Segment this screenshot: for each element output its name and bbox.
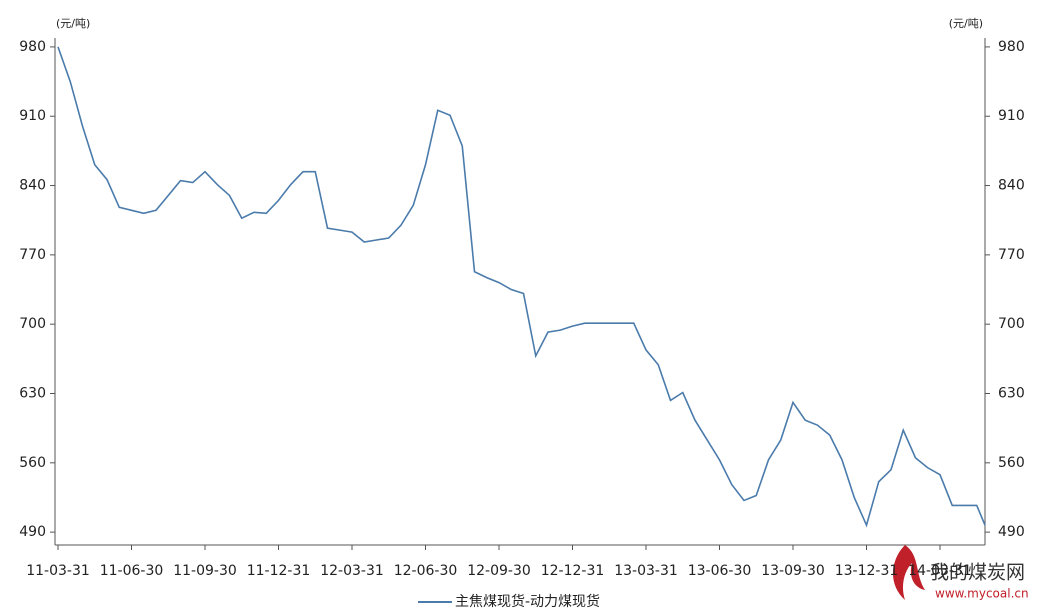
x-tick-label: 11-03-31: [26, 563, 90, 579]
x-tick-label: 11-12-31: [247, 563, 311, 579]
y-tick-label: 560: [19, 455, 46, 471]
x-tick-label: 14-03-31: [908, 563, 972, 579]
y-tick-label: 910: [19, 108, 46, 124]
x-tick-label: 13-03-31: [614, 563, 678, 579]
y2-tick-label: 910: [998, 108, 1025, 124]
y2-tick-label: 560: [998, 455, 1025, 471]
x-tick-label: 12-06-30: [394, 563, 458, 579]
y2-tick-label: 980: [998, 39, 1025, 55]
y2-axis-label: (元/吨): [949, 17, 983, 30]
y2-tick-label: 630: [998, 385, 1025, 401]
x-tick-label: 12-09-30: [467, 563, 531, 579]
y-tick-label: 630: [19, 385, 46, 401]
x-tick-label: 12-03-31: [320, 563, 384, 579]
y-tick-label: 980: [19, 39, 46, 55]
y-tick-label: 770: [19, 247, 46, 263]
x-tick-label: 13-09-30: [761, 563, 825, 579]
y-tick-label: 840: [19, 178, 46, 194]
y2-tick-label: 490: [998, 524, 1025, 540]
watermark-title: 我的煤炭网: [930, 562, 1025, 584]
x-tick-label: 11-09-30: [173, 563, 237, 579]
y2-tick-label: 840: [998, 178, 1025, 194]
y-tick-label: 490: [19, 524, 46, 540]
y-tick-label: 700: [19, 316, 46, 332]
x-tick-label: 13-06-30: [688, 563, 752, 579]
x-tick-label: 11-06-30: [100, 563, 164, 579]
logo-flame: [892, 545, 925, 600]
y2-tick-label: 700: [998, 316, 1025, 332]
y-axis-label: (元/吨): [56, 17, 90, 30]
legend-label: 主焦煤现货-动力煤现货: [455, 593, 600, 610]
x-tick-label: 12-12-31: [541, 563, 605, 579]
x-tick-label: 13-12-31: [835, 563, 899, 579]
watermark-url: www.mycoal.cn: [935, 587, 1029, 601]
data-line: [57, 46, 986, 528]
y2-tick-label: 770: [998, 247, 1025, 263]
